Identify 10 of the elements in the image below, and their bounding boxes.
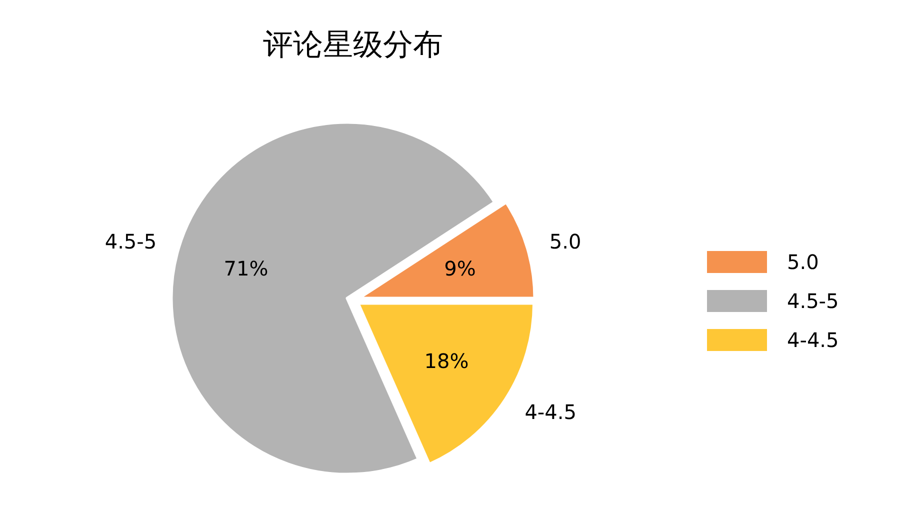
slice-label: 4-4.5 [524, 400, 576, 424]
slice-label: 4.5-5 [104, 230, 157, 254]
data-label: 71% [224, 256, 268, 280]
data-label: 9% [444, 256, 476, 280]
legend-label: 4-4.5 [787, 328, 839, 352]
slice-label: 5.0 [549, 230, 582, 254]
data-label: 18% [424, 348, 469, 373]
chart-title: 评论星级分布 [263, 28, 443, 62]
legend-label: 5.0 [787, 250, 819, 274]
legend-label: 4.5-5 [787, 289, 839, 313]
